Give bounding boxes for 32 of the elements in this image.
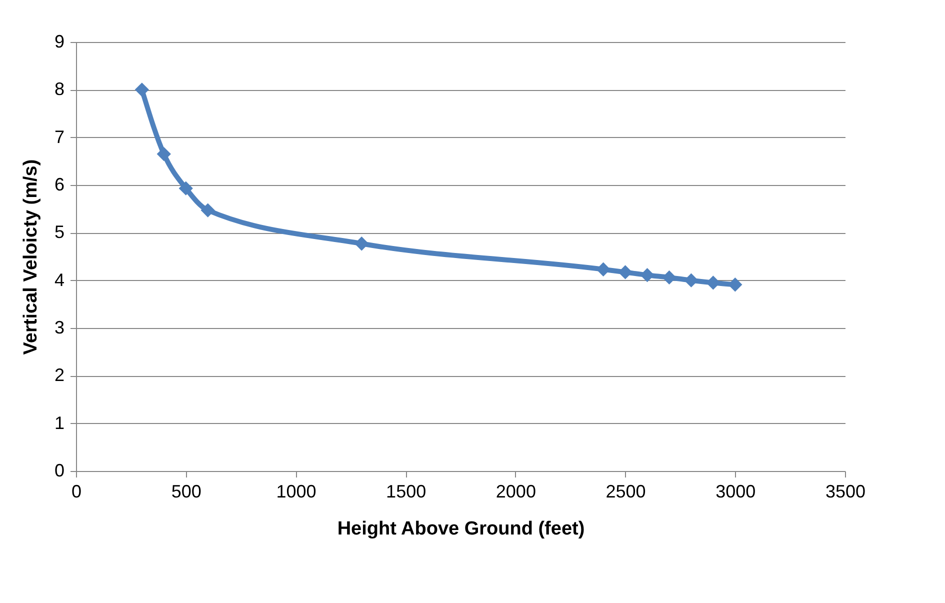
point: [134, 82, 149, 97]
x-tick-label: 3000: [716, 482, 756, 502]
y-tick-label: 3: [54, 318, 64, 338]
point: [156, 146, 171, 162]
point: [662, 270, 676, 285]
x-tick-label: 2500: [606, 482, 646, 502]
y-tick-label: 0: [54, 460, 64, 480]
x-tick-label: 0: [71, 482, 82, 502]
point: [178, 181, 193, 196]
point: [706, 276, 720, 290]
y-tick-label: 2: [54, 365, 64, 386]
x-tick-label: 1000: [276, 482, 316, 502]
y-tick-label: 7: [54, 126, 64, 147]
point: [728, 278, 742, 292]
y-tick-label: 1: [54, 412, 64, 433]
point: [684, 273, 698, 288]
y-axis-title: Vertical Veloicty (m/s): [20, 159, 42, 355]
x-axis-title: Height Above Ground (feet): [337, 518, 585, 540]
y-tick-label: 4: [54, 270, 64, 290]
x-tick-label: 1500: [386, 482, 426, 502]
y-tick-label: 5: [54, 222, 64, 242]
x-tick-label: 2000: [496, 482, 536, 502]
point: [640, 268, 654, 282]
point: [354, 236, 369, 251]
x-tick-label: 500: [171, 482, 202, 502]
point: [596, 262, 610, 276]
point: [200, 203, 215, 218]
y-tick-label: 8: [54, 79, 64, 100]
y-tick-label: 6: [54, 174, 64, 194]
y-tick-label: 9: [54, 32, 64, 52]
point: [618, 265, 632, 280]
x-tick-label: 3500: [825, 482, 866, 502]
